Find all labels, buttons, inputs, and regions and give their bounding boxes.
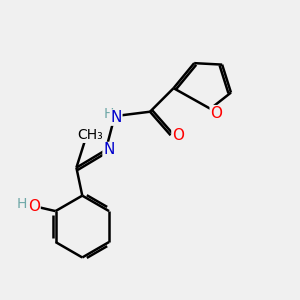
Text: N: N — [103, 142, 115, 158]
Text: O: O — [172, 128, 184, 143]
Text: N: N — [110, 110, 122, 125]
Text: H: H — [17, 197, 27, 211]
Text: CH₃: CH₃ — [77, 128, 103, 142]
Text: H: H — [103, 107, 114, 121]
Text: O: O — [28, 199, 40, 214]
Text: O: O — [210, 106, 222, 121]
